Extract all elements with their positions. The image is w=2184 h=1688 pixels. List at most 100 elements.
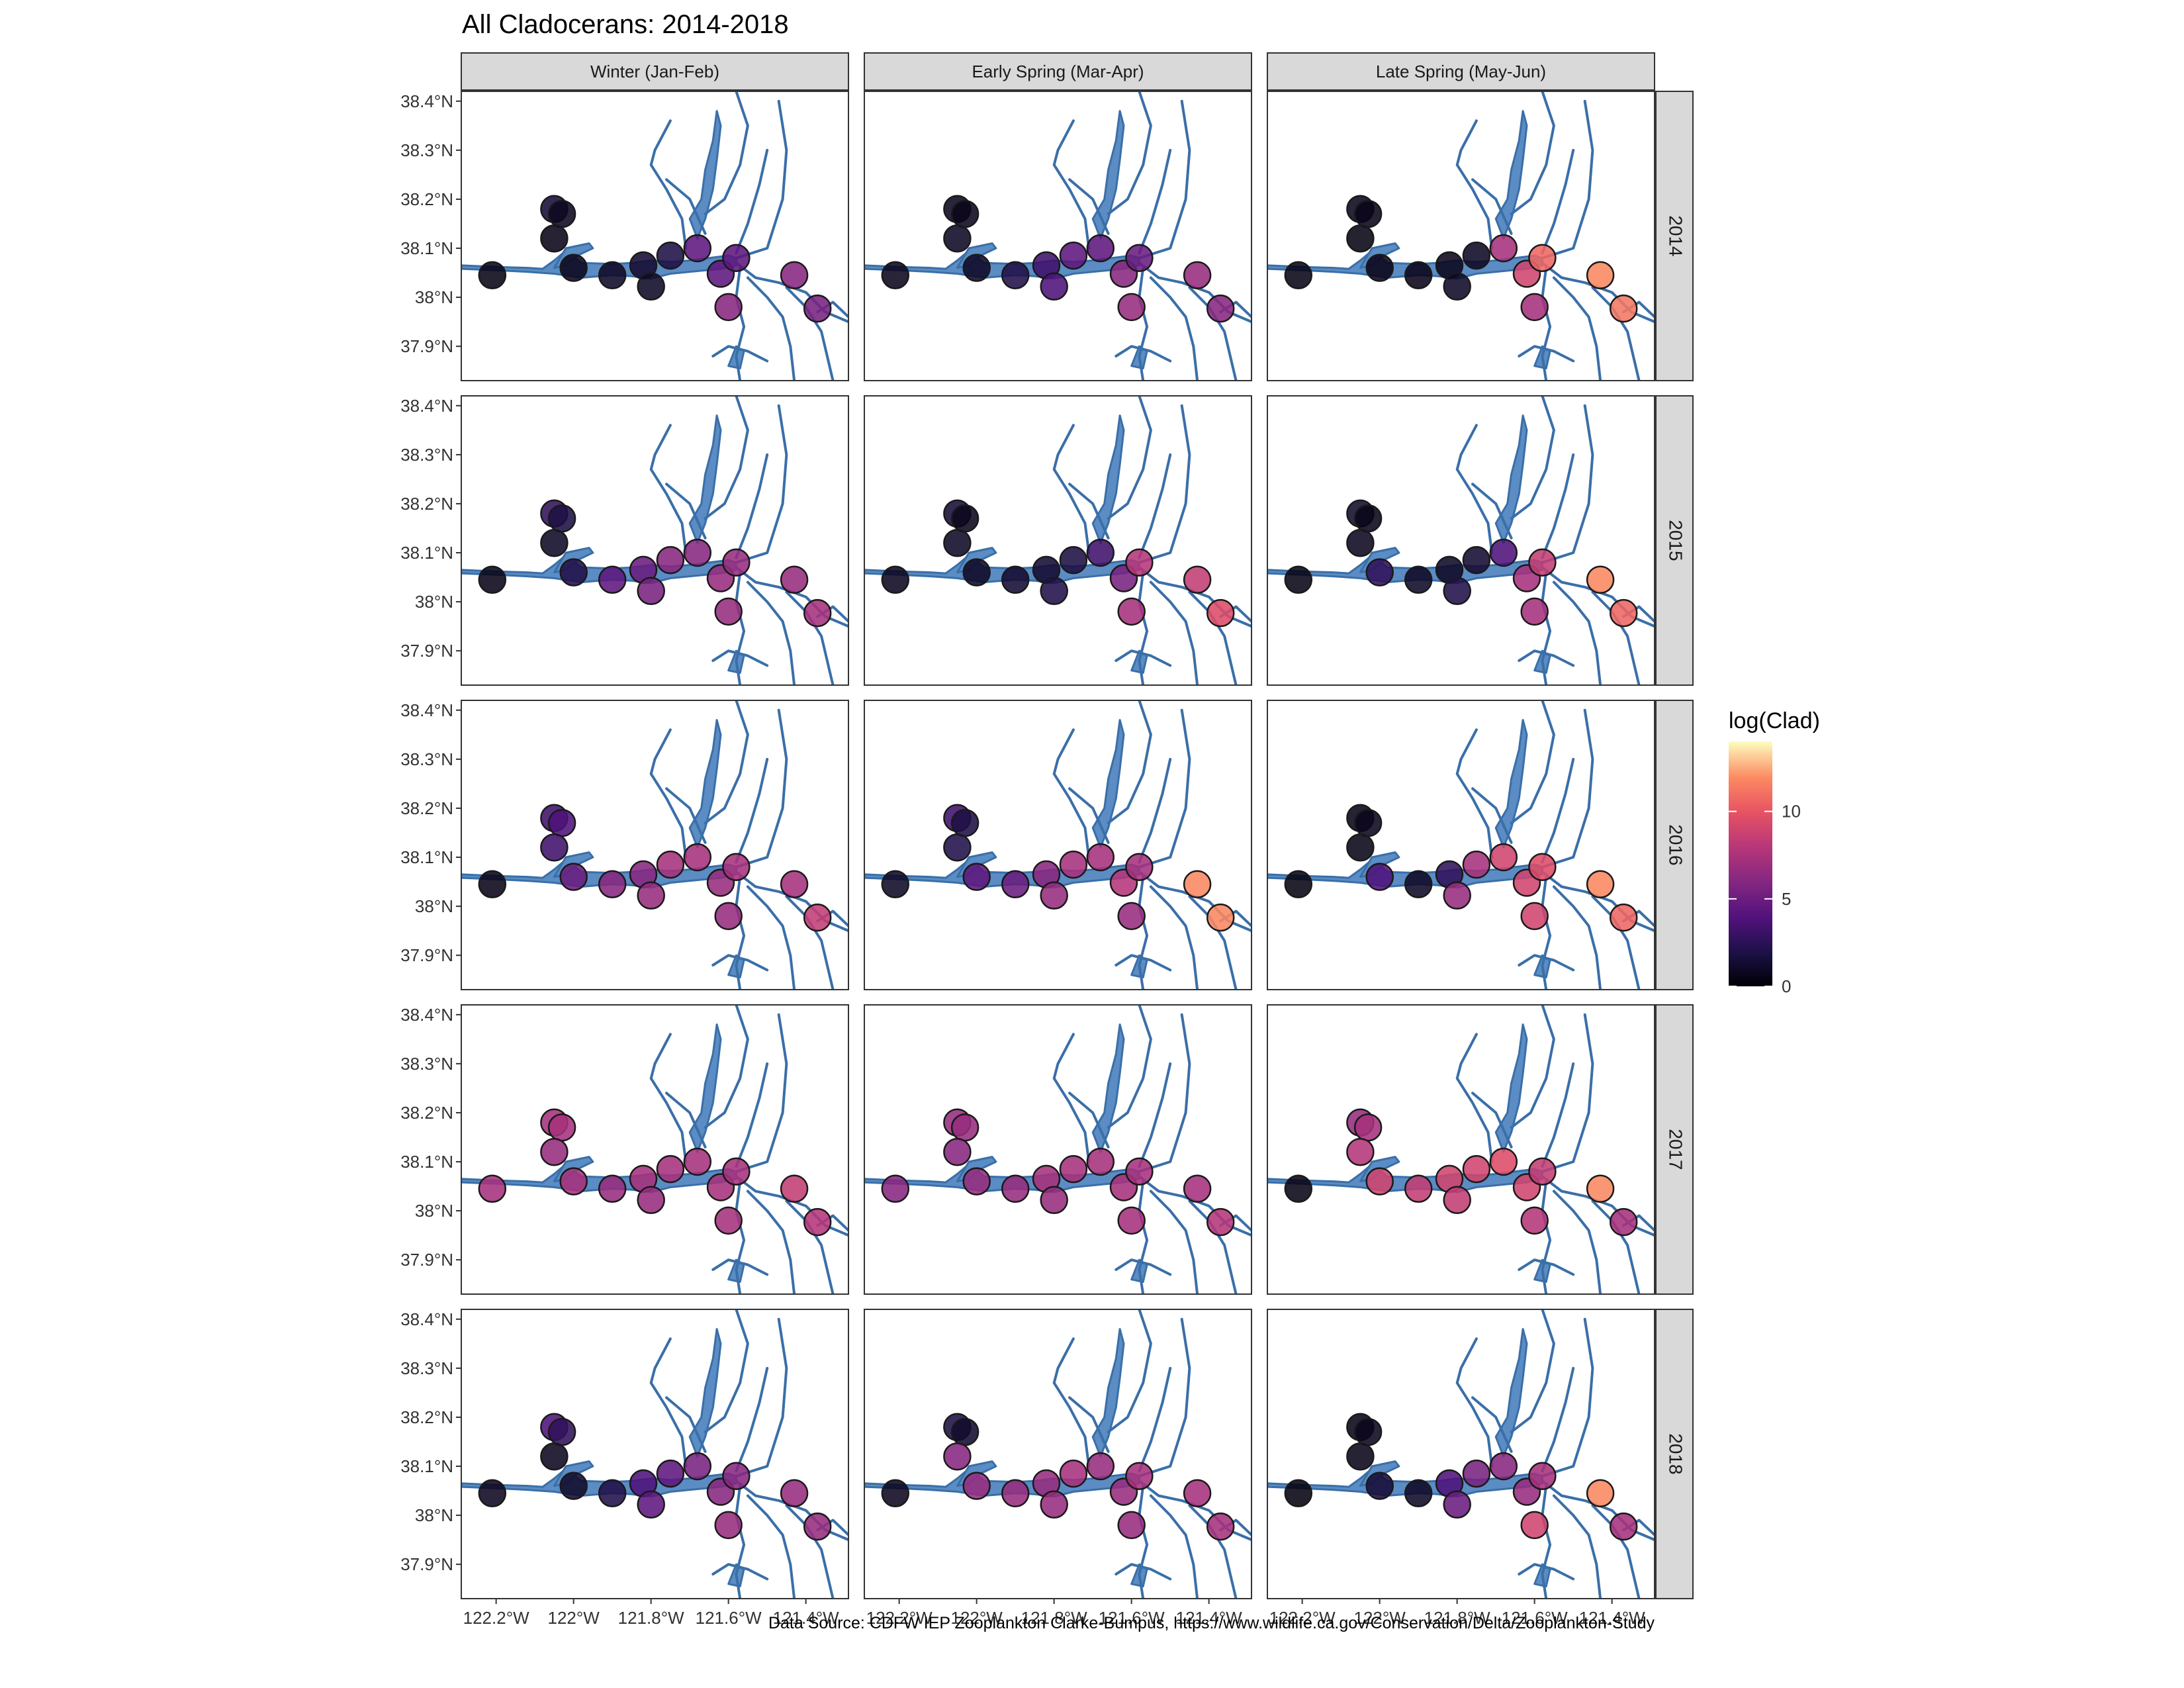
river bbox=[735, 1180, 746, 1294]
river bbox=[1541, 1484, 1552, 1599]
station-point bbox=[559, 558, 588, 586]
river bbox=[735, 875, 746, 990]
station-points bbox=[881, 1413, 1235, 1541]
station-point bbox=[1059, 850, 1088, 879]
panel-background bbox=[864, 396, 1251, 685]
river bbox=[1518, 649, 1575, 667]
river bbox=[704, 396, 749, 520]
station-point bbox=[962, 1472, 991, 1500]
river bbox=[711, 345, 769, 363]
station-point bbox=[1443, 272, 1471, 301]
station-point bbox=[1443, 1186, 1471, 1215]
station-point bbox=[1346, 224, 1375, 253]
lat-tick-label: 38.1°N bbox=[400, 1152, 453, 1172]
station-points bbox=[478, 804, 832, 932]
lat-tick-label: 37.9°N bbox=[400, 1554, 453, 1574]
river bbox=[1471, 1092, 1513, 1149]
station-point bbox=[1404, 870, 1433, 899]
station-point bbox=[656, 850, 685, 879]
river bbox=[1541, 453, 1575, 559]
river bbox=[1552, 1494, 1602, 1599]
station-point bbox=[1528, 1157, 1557, 1186]
river bbox=[1138, 148, 1172, 255]
river bbox=[1541, 99, 1594, 259]
map-panel bbox=[1267, 1309, 1655, 1599]
river bbox=[1138, 708, 1191, 868]
station-point bbox=[1086, 538, 1115, 567]
river bbox=[1455, 1033, 1494, 1163]
legend-title: log(Clad) bbox=[1729, 708, 1820, 733]
station-point bbox=[1609, 598, 1638, 628]
panel-background bbox=[461, 1309, 848, 1599]
station-point bbox=[1462, 1154, 1491, 1184]
panel-border bbox=[1267, 91, 1655, 381]
station-point bbox=[1040, 577, 1068, 606]
station-points bbox=[881, 804, 1235, 932]
station-point bbox=[722, 1462, 751, 1491]
station-point bbox=[540, 833, 569, 862]
river bbox=[1471, 1396, 1513, 1453]
station-point bbox=[1040, 1186, 1068, 1215]
station-point bbox=[881, 1174, 910, 1203]
lat-tick-label: 38.4°N bbox=[400, 1309, 453, 1329]
station-point bbox=[962, 1167, 991, 1196]
station-point bbox=[722, 853, 751, 882]
station-point bbox=[540, 528, 569, 557]
station-points bbox=[478, 1108, 832, 1237]
panel-background bbox=[1267, 1309, 1655, 1599]
station-point bbox=[1462, 1459, 1491, 1488]
station-point bbox=[547, 1417, 576, 1446]
station-point bbox=[962, 558, 991, 586]
river bbox=[1138, 757, 1172, 864]
station-point bbox=[1206, 294, 1235, 323]
station-point bbox=[1086, 1147, 1115, 1176]
station-point bbox=[1489, 1147, 1518, 1176]
river bbox=[1138, 571, 1149, 685]
lat-tick-label: 38.2°N bbox=[400, 189, 453, 209]
river bbox=[1552, 885, 1602, 990]
station-point bbox=[598, 870, 627, 899]
station-point bbox=[1040, 881, 1068, 910]
station-point bbox=[683, 1452, 712, 1481]
river bbox=[735, 708, 788, 868]
panel-border bbox=[461, 700, 849, 990]
panel-background bbox=[864, 1309, 1251, 1599]
lat-tick-label: 38°N bbox=[415, 1201, 453, 1221]
river bbox=[1107, 1005, 1152, 1129]
station-point bbox=[1520, 1206, 1549, 1235]
station-point bbox=[1206, 1512, 1235, 1541]
station-point bbox=[803, 1512, 832, 1541]
river bbox=[1149, 885, 1199, 990]
lat-tick-label: 38.2°N bbox=[400, 1407, 453, 1427]
river bbox=[1068, 787, 1110, 844]
station-point bbox=[881, 261, 910, 290]
station-point bbox=[547, 199, 576, 228]
station-point bbox=[1609, 1512, 1638, 1541]
river bbox=[1052, 424, 1091, 554]
river bbox=[735, 571, 746, 685]
lat-tick-label: 38°N bbox=[415, 1505, 453, 1525]
station-point bbox=[1086, 1452, 1115, 1481]
station-point bbox=[637, 577, 665, 606]
station-point bbox=[1365, 863, 1394, 891]
legend-colorbar bbox=[1729, 741, 1772, 986]
river bbox=[735, 1366, 769, 1473]
river bbox=[665, 1396, 707, 1453]
station-point bbox=[637, 1186, 665, 1215]
river bbox=[704, 1005, 749, 1129]
station-point bbox=[780, 565, 809, 594]
station-point bbox=[950, 1113, 979, 1142]
river bbox=[1471, 787, 1513, 844]
station-point bbox=[559, 254, 588, 282]
river bbox=[1115, 954, 1172, 972]
station-point bbox=[1528, 244, 1557, 273]
station-point bbox=[962, 863, 991, 891]
lon-tick-label: 122°W bbox=[950, 1608, 1003, 1628]
river bbox=[1541, 1317, 1594, 1477]
station-point bbox=[1586, 565, 1615, 594]
lon-tick-label: 122°W bbox=[547, 1608, 600, 1628]
station-point bbox=[1353, 1417, 1383, 1446]
river bbox=[735, 757, 769, 864]
river bbox=[1052, 1033, 1091, 1163]
station-point bbox=[478, 261, 507, 290]
